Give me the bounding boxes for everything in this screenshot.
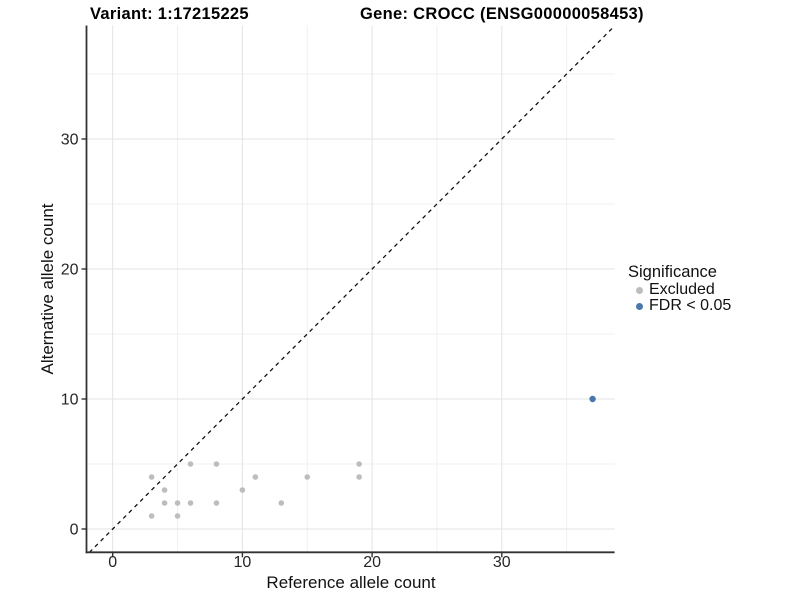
grid-major xyxy=(86,25,615,553)
data-point xyxy=(148,474,155,480)
data-point xyxy=(161,487,168,493)
data-point xyxy=(148,513,155,519)
data-point xyxy=(252,474,259,480)
svg-text:0: 0 xyxy=(108,554,117,571)
data-point xyxy=(356,474,362,480)
gene-title: Gene: CROCC (ENSG00000058453) xyxy=(360,5,644,23)
y-axis-label: Alternative allele count xyxy=(38,203,57,375)
data-point xyxy=(187,500,194,506)
data-point xyxy=(589,395,596,403)
svg-text:30: 30 xyxy=(493,554,511,571)
data-point xyxy=(213,461,220,467)
data-points xyxy=(148,395,596,519)
axis-ticks xyxy=(81,138,503,558)
identity-line xyxy=(88,25,616,553)
grid-minor xyxy=(86,25,615,553)
axis-lines xyxy=(85,25,615,554)
data-point xyxy=(213,500,220,506)
data-point xyxy=(174,513,181,519)
legend-title: Significance xyxy=(628,263,717,281)
legend-entry-label: Excluded xyxy=(649,281,715,298)
legend-key-dot xyxy=(636,302,643,310)
data-point xyxy=(304,474,311,480)
data-point xyxy=(239,487,246,493)
variant-title: Variant: 1:17215225 xyxy=(90,5,249,23)
legend-entry: Excluded xyxy=(628,281,731,298)
svg-text:10: 10 xyxy=(234,554,252,571)
legend: Significance Excluded FDR < 0.05 xyxy=(628,262,731,314)
svg-text:20: 20 xyxy=(61,262,79,279)
svg-text:30: 30 xyxy=(61,132,79,149)
legend-entries: Excluded FDR < 0.05 xyxy=(628,281,732,314)
legend-entry-label: FDR < 0.05 xyxy=(649,297,732,314)
svg-text:20: 20 xyxy=(363,554,381,571)
svg-text:0: 0 xyxy=(70,522,79,539)
data-point xyxy=(187,461,194,467)
data-point xyxy=(278,500,285,506)
data-point xyxy=(356,461,362,467)
data-point xyxy=(161,500,168,506)
tick-labels: 0 10 20 30 0 10 20 30 xyxy=(61,132,511,572)
legend-entry: FDR < 0.05 xyxy=(628,297,732,314)
svg-text:10: 10 xyxy=(61,392,79,409)
x-axis-label: Reference allele count xyxy=(266,573,436,592)
data-point xyxy=(174,500,181,506)
legend-key-dot xyxy=(636,286,643,294)
